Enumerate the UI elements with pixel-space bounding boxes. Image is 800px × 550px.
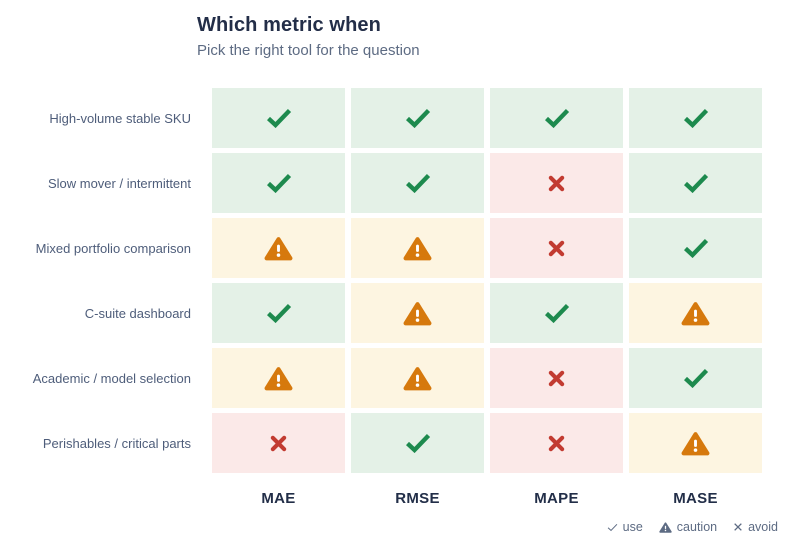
row-labels: High-volume stable SKU Slow mover / inter… xyxy=(0,88,191,473)
legend-label: use xyxy=(622,520,643,534)
warning-icon xyxy=(403,366,432,391)
matrix-cell-c-suite-dashboard-mae xyxy=(212,283,345,343)
column-headers: MAE RMSE MAPE MASE xyxy=(212,490,762,507)
warning-icon xyxy=(403,301,432,326)
cross-icon xyxy=(548,175,565,192)
check-icon xyxy=(266,173,292,193)
matrix-cell-slow-mover-intermittent-mape xyxy=(490,153,623,213)
page-subtitle: Pick the right tool for the question xyxy=(197,42,420,59)
matrix-grid xyxy=(212,88,762,473)
matrix-cell-c-suite-dashboard-mase xyxy=(629,283,762,343)
warning-icon xyxy=(264,366,293,391)
check-icon xyxy=(266,303,292,323)
matrix-cell-academic-model-selection-mase xyxy=(629,348,762,408)
matrix-cell-c-suite-dashboard-mape xyxy=(490,283,623,343)
matrix-cell-slow-mover-intermittent-rmse xyxy=(351,153,484,213)
check-icon xyxy=(607,523,618,532)
row-label-1: Slow mover / intermittent xyxy=(47,175,191,191)
column-header-mape: MAPE xyxy=(534,490,579,507)
check-icon xyxy=(266,108,292,128)
matrix-cell-high-volume-stable-sku-mae xyxy=(212,88,345,148)
row-label-2: Mixed portfolio comparison xyxy=(35,240,191,256)
warning-icon xyxy=(681,431,710,456)
page-title: Which metric when xyxy=(197,14,381,36)
check-icon xyxy=(405,173,431,193)
row-label-0: High-volume stable SKU xyxy=(49,110,191,126)
matrix-cell-c-suite-dashboard-rmse xyxy=(351,283,484,343)
matrix-cell-mixed-portfolio-comparison-mae xyxy=(212,218,345,278)
legend-item-use: use xyxy=(607,520,643,534)
cross-icon xyxy=(270,435,287,452)
cross-icon xyxy=(548,240,565,257)
matrix-cell-perishables-critical-parts-mape xyxy=(490,413,623,473)
cross-icon xyxy=(548,370,565,387)
warning-icon xyxy=(659,521,672,533)
check-icon xyxy=(405,108,431,128)
check-icon xyxy=(544,108,570,128)
row-label-3: C-suite dashboard xyxy=(84,305,191,321)
legend-item-caution: caution xyxy=(659,520,717,534)
warning-icon xyxy=(403,236,432,261)
matrix-cell-high-volume-stable-sku-mape xyxy=(490,88,623,148)
check-icon xyxy=(405,433,431,453)
check-icon xyxy=(683,368,709,388)
matrix-cell-academic-model-selection-mae xyxy=(212,348,345,408)
matrix-cell-high-volume-stable-sku-rmse xyxy=(351,88,484,148)
warning-icon xyxy=(264,236,293,261)
matrix-cell-high-volume-stable-sku-mase xyxy=(629,88,762,148)
warning-icon xyxy=(681,301,710,326)
column-header-mase: MASE xyxy=(673,490,718,507)
check-icon xyxy=(683,238,709,258)
matrix-cell-perishables-critical-parts-mae xyxy=(212,413,345,473)
matrix-cell-academic-model-selection-rmse xyxy=(351,348,484,408)
cross-icon xyxy=(733,522,743,532)
matrix-cell-slow-mover-intermittent-mase xyxy=(629,153,762,213)
legend-item-avoid: avoid xyxy=(733,520,778,534)
matrix-cell-academic-model-selection-mape xyxy=(490,348,623,408)
matrix-cell-perishables-critical-parts-mase xyxy=(629,413,762,473)
check-icon xyxy=(683,108,709,128)
check-icon xyxy=(683,173,709,193)
matrix-cell-mixed-portfolio-comparison-mape xyxy=(490,218,623,278)
matrix-cell-slow-mover-intermittent-mae xyxy=(212,153,345,213)
chart-header: Which metric when Pick the right tool fo… xyxy=(197,14,420,59)
matrix-cell-perishables-critical-parts-rmse xyxy=(351,413,484,473)
row-label-5: Perishables / critical parts xyxy=(42,435,191,451)
legend: use caution avoid xyxy=(607,520,778,534)
check-icon xyxy=(544,303,570,323)
legend-label: avoid xyxy=(748,520,778,534)
row-label-4: Academic / model selection xyxy=(32,370,191,386)
column-header-mae: MAE xyxy=(261,490,296,507)
cross-icon xyxy=(548,435,565,452)
legend-label: caution xyxy=(676,520,718,534)
matrix-cell-mixed-portfolio-comparison-rmse xyxy=(351,218,484,278)
column-header-rmse: RMSE xyxy=(395,490,440,507)
matrix-cell-mixed-portfolio-comparison-mase xyxy=(629,218,762,278)
